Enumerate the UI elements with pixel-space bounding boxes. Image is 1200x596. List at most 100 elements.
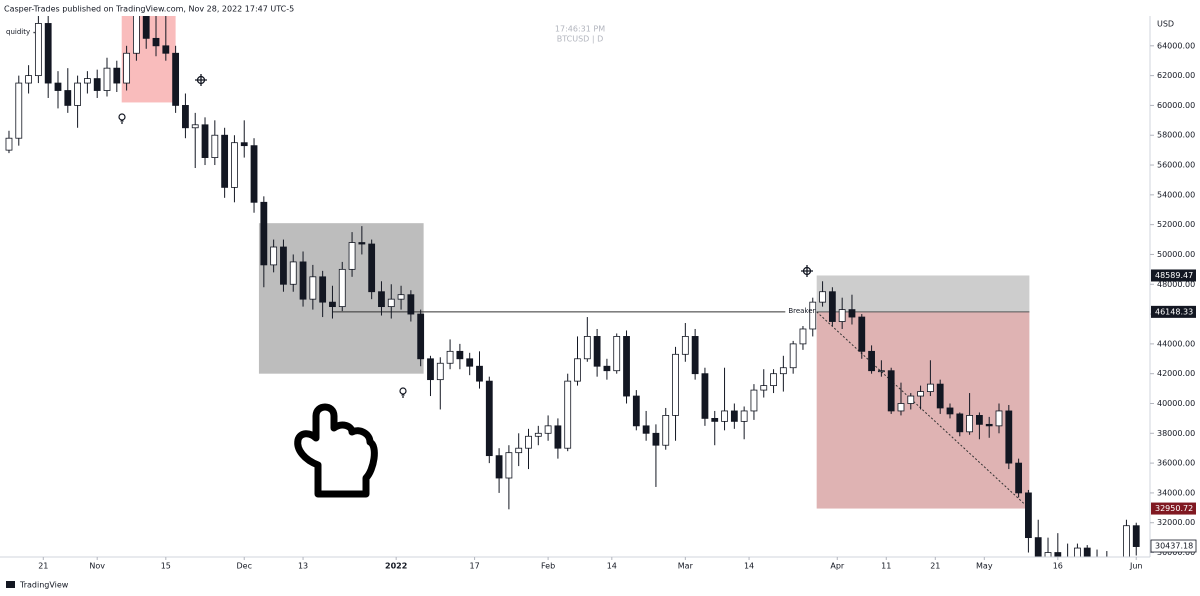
candle-body	[211, 134, 219, 158]
candle-body	[721, 410, 728, 422]
x-tick-label: Feb	[541, 562, 555, 571]
candle-body	[427, 358, 434, 381]
candle-body	[505, 452, 513, 479]
candle-body	[368, 243, 376, 293]
y-tick-label: 58000.00	[1157, 131, 1195, 140]
candle-body	[1054, 552, 1062, 557]
candle-body	[1132, 525, 1140, 547]
candle-body	[476, 365, 483, 382]
candle-body	[44, 23, 52, 84]
candle-body	[868, 350, 875, 372]
price-tag-label: 30437.18	[1155, 542, 1193, 551]
candle-body	[25, 75, 32, 84]
x-tick-label: 2022	[385, 562, 407, 571]
candle-body	[946, 407, 954, 415]
candle-body	[583, 336, 591, 360]
candle-body	[858, 316, 866, 352]
candle-body	[907, 395, 915, 404]
y-tick-label: 54000.00	[1157, 190, 1195, 199]
candle-body	[74, 82, 81, 106]
candle-body	[446, 350, 454, 364]
price-tag-label: 32950.72	[1155, 504, 1193, 513]
y-tick-label: 52000.00	[1157, 220, 1195, 229]
y-tick-label: 56000.00	[1157, 161, 1195, 170]
candle-body	[201, 124, 209, 158]
hand-icon	[294, 403, 378, 498]
x-tick-label: 21	[930, 562, 940, 571]
candle-body	[436, 362, 444, 381]
candle-body	[1123, 525, 1130, 557]
x-tick-label: Nov	[89, 562, 105, 571]
candle-body	[1015, 462, 1023, 494]
candle-body	[711, 417, 719, 422]
candle-body	[819, 291, 826, 303]
candle-body	[760, 385, 768, 391]
candle-body	[34, 23, 42, 77]
candle-body	[652, 432, 660, 446]
candle-body	[672, 353, 679, 416]
candle-body	[142, 16, 150, 39]
candle-body	[182, 105, 189, 129]
price-tag-label: 48589.47	[1155, 271, 1193, 280]
candle-body	[995, 410, 1003, 427]
y-tick-label: 30000.00	[1157, 548, 1195, 557]
candle-body	[1025, 492, 1032, 539]
candle-body	[299, 261, 307, 300]
candle-body	[917, 391, 924, 397]
x-tick-label: Jun	[1129, 562, 1143, 571]
x-tick-label: 21	[38, 562, 48, 571]
clock: 17:46:31 PM	[555, 25, 605, 34]
candle-body	[54, 82, 62, 91]
candle-body	[574, 358, 581, 382]
candle-body	[338, 268, 346, 308]
candle-body	[378, 291, 385, 308]
plot-area	[5, 16, 1140, 557]
candle-body	[985, 423, 993, 427]
candle-body	[1074, 547, 1081, 557]
y-tick-label: 32000.00	[1157, 518, 1195, 527]
candle-body	[525, 435, 532, 449]
price-tag	[1151, 305, 1196, 318]
candle-body	[926, 383, 934, 392]
candle-body	[515, 447, 523, 454]
candle-body	[799, 328, 807, 345]
x-tick-label: Mar	[678, 562, 694, 571]
candle-body	[740, 410, 748, 422]
x-tick-label: 14	[744, 562, 754, 571]
candle-body	[221, 134, 229, 188]
candle-body	[789, 343, 797, 369]
candle-body	[564, 380, 572, 449]
candle-body	[662, 415, 670, 446]
lightbulb-icon	[118, 113, 126, 124]
y-tick-label: 50000.00	[1157, 250, 1195, 259]
candle-body	[838, 309, 846, 322]
y-tick-label: 60000.00	[1157, 101, 1195, 110]
candle-body	[809, 301, 817, 330]
x-tick-label: 13	[298, 562, 308, 571]
candle-body	[779, 367, 787, 375]
candle-body	[623, 336, 630, 397]
candle-body	[15, 82, 23, 139]
candle-body	[495, 455, 503, 479]
x-tick-label: 15	[161, 562, 171, 571]
candle-body	[701, 373, 709, 419]
candle-body	[5, 137, 13, 151]
symbol-title: BTCUSD | D	[557, 35, 604, 44]
candle-body	[681, 336, 689, 355]
y-tick-label: 44000.00	[1157, 339, 1195, 348]
breaker-label: Breaker	[788, 307, 815, 315]
candle-body	[544, 425, 552, 434]
candle-body	[897, 403, 905, 412]
x-tick-label: 14	[607, 562, 617, 571]
candle-body	[593, 336, 601, 367]
candle-body	[956, 413, 964, 433]
candle-body	[240, 142, 248, 147]
y-tick-label: 64000.00	[1157, 41, 1195, 50]
price-tag-label: 46148.33	[1155, 307, 1193, 316]
candle-body	[485, 380, 493, 457]
stop-zone	[816, 275, 1030, 312]
x-tick-label: 16	[1053, 562, 1063, 571]
x-tick-label: 11	[881, 562, 891, 571]
corner-note: quidity ✓	[6, 28, 38, 36]
